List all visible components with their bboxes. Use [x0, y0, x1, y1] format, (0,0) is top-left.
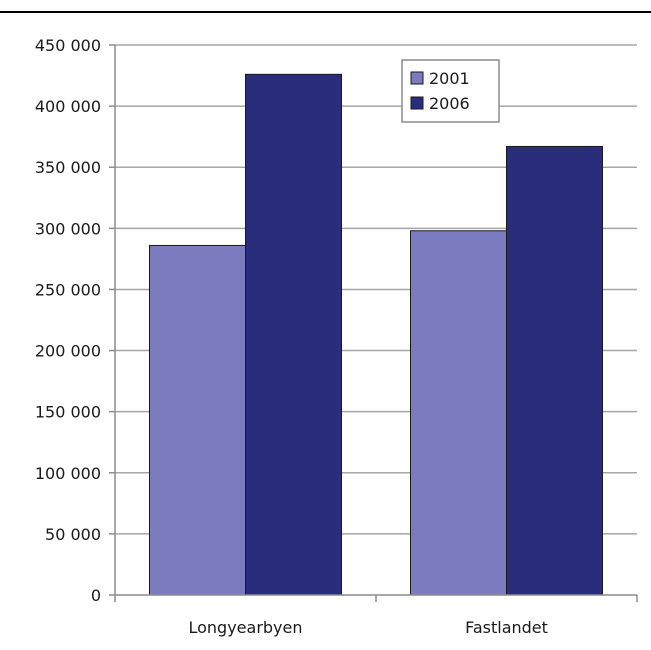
y-tick-label: 350 000 [35, 158, 101, 177]
bar-2001-fastlandet [410, 230, 507, 596]
y-tick-label: 0 [91, 586, 101, 605]
y-tick-label: 300 000 [35, 219, 101, 238]
legend-swatch-2006 [410, 96, 424, 110]
legend-label-2001: 2001 [429, 69, 470, 88]
y-tick-label: 50 000 [45, 525, 101, 544]
bar-2006-fastlandet [506, 145, 603, 596]
y-tick-label: 150 000 [35, 403, 101, 422]
legend-box [401, 59, 500, 123]
bar-2001-longyearbyen [149, 244, 246, 596]
y-tick-label: 450 000 [35, 36, 101, 55]
legend-swatch-2001 [410, 71, 424, 85]
y-tick-label: 400 000 [35, 97, 101, 116]
x-axis-ticks: Longyearbyen Fastlandet [188, 618, 547, 637]
y-axis-ticks: 0 50 000 100 000 150 000 200 000 250 000 300 0… [35, 36, 101, 605]
legend: 2001 2006 [401, 59, 500, 123]
y-tick-label: 250 000 [35, 280, 101, 299]
x-tick-label: Fastlandet [465, 618, 548, 637]
y-tick-label: 200 000 [35, 342, 101, 361]
axes [109, 44, 638, 602]
x-tick-label: Longyearbyen [188, 618, 302, 637]
y-tick-label: 100 000 [35, 464, 101, 483]
bar-2006-longyearbyen [245, 73, 342, 596]
bars [149, 73, 603, 596]
legend-label-2006: 2006 [429, 94, 470, 113]
